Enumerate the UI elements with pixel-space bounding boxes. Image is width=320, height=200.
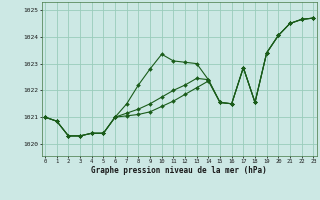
X-axis label: Graphe pression niveau de la mer (hPa): Graphe pression niveau de la mer (hPa) (91, 166, 267, 175)
